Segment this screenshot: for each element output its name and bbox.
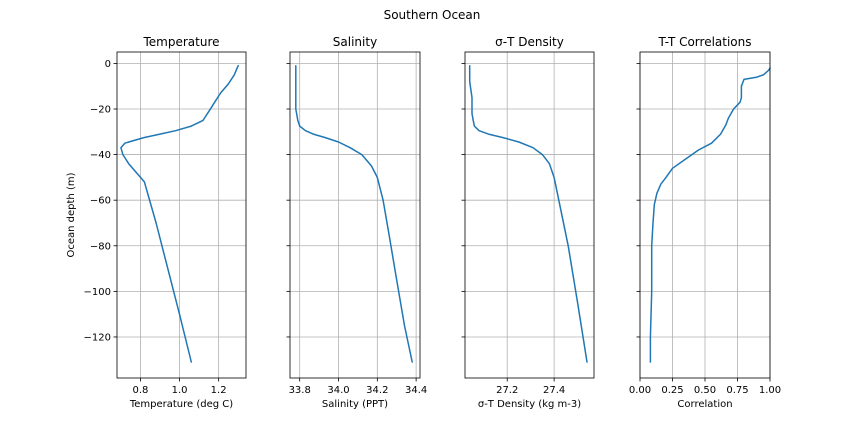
x-tick-label: 0.50 bbox=[694, 385, 716, 396]
x-axis-label: Temperature (deg C) bbox=[129, 399, 233, 410]
x-tick-label: 34.2 bbox=[366, 385, 388, 396]
panel-1: 0.8 1.0 1.2 0 −20 −40 −60 −80 −100 −120 Temperatur… bbox=[66, 35, 247, 410]
x-tick-label: 0.8 bbox=[133, 385, 149, 396]
y-tick-label: −80 bbox=[90, 241, 111, 252]
x-tick-label: 1.0 bbox=[172, 385, 188, 396]
panel-title: Salinity bbox=[333, 35, 377, 49]
y-tick-label: −20 bbox=[90, 104, 111, 115]
axes-frame bbox=[116, 51, 247, 379]
series-line bbox=[468, 64, 588, 363]
y-axis-label: Ocean depth (m) bbox=[66, 172, 77, 257]
x-tick-label: 33.8 bbox=[289, 385, 311, 396]
x-tick-label: 1.00 bbox=[759, 385, 781, 396]
panel-3: 27.2 27.4 σ-T Density σ-T Density (kg m-3) bbox=[461, 35, 595, 410]
panel-title: σ-T Density bbox=[495, 35, 564, 49]
panel-title: Temperature bbox=[142, 35, 219, 49]
x-axis-label: Correlation bbox=[677, 399, 732, 410]
axes-frame bbox=[464, 51, 595, 379]
x-axis-label: σ-T Density (kg m-3) bbox=[478, 399, 581, 410]
y-tick-label: −60 bbox=[90, 196, 111, 207]
x-tick-label: 27.2 bbox=[496, 385, 518, 396]
x-axis-label: Salinity (PPT) bbox=[322, 399, 388, 410]
y-tick-label: −40 bbox=[90, 150, 111, 161]
x-tick-label: 34.4 bbox=[405, 385, 427, 396]
x-tick-label: 0.75 bbox=[726, 385, 748, 396]
x-tick-label: 27.4 bbox=[543, 385, 565, 396]
y-tick-label: −100 bbox=[84, 287, 111, 298]
x-tick-label: 0.00 bbox=[629, 385, 651, 396]
x-tick-label: 1.2 bbox=[211, 385, 227, 396]
panel-2: 33.8 34.0 34.2 34.4 Salinity Salinity (PPT) bbox=[286, 35, 427, 410]
y-tick-label: −120 bbox=[84, 332, 111, 343]
x-tick-label: 0.25 bbox=[661, 385, 683, 396]
series-line bbox=[120, 64, 239, 363]
figure-title: Southern Ocean bbox=[384, 8, 481, 22]
panel-4: 0.00 0.25 0.50 0.75 1.00 T-T Correlations Corr… bbox=[629, 35, 781, 410]
panel-title: T-T Correlations bbox=[657, 35, 751, 49]
series-line bbox=[295, 64, 413, 363]
axes-frame bbox=[289, 51, 421, 379]
y-tick-label: 0 bbox=[105, 59, 111, 70]
x-tick-label: 34.0 bbox=[327, 385, 349, 396]
series-line bbox=[649, 67, 771, 363]
